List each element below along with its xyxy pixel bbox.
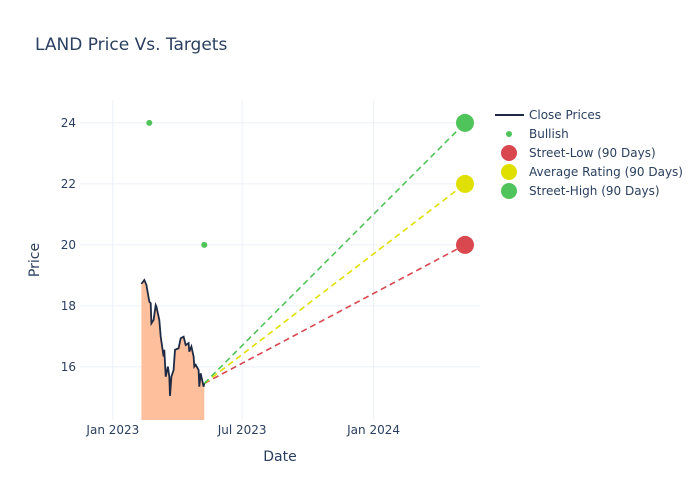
y-tick-label: 18 — [61, 299, 76, 313]
target-marker — [456, 174, 474, 193]
close-price-area — [141, 280, 205, 420]
target-dashed-line — [203, 122, 466, 384]
legend-marker-symbol — [501, 164, 517, 180]
y-tick-label: 16 — [61, 360, 76, 374]
legend-item-label: Bullish — [529, 127, 569, 141]
legend-item-label: Street-High (90 Days) — [529, 184, 660, 198]
target-dashed-line — [203, 244, 466, 385]
chart-title: LAND Price Vs. Targets — [35, 35, 227, 55]
y-axis-label: Price — [27, 243, 43, 277]
legend-marker-symbol — [506, 131, 512, 137]
x-axis-label: Date — [263, 449, 296, 465]
x-tick-label: Jul 2023 — [217, 423, 267, 437]
legend-marker-symbol — [501, 145, 517, 161]
y-tick-label: 22 — [61, 177, 76, 191]
y-tick-label: 24 — [61, 116, 76, 130]
legend-marker-symbol — [501, 183, 517, 199]
bullish-point — [146, 119, 153, 126]
legend-item-label: Close Prices — [529, 108, 601, 122]
y-tick-label: 20 — [61, 238, 76, 252]
bullish-point — [201, 241, 208, 248]
target-dashed-line — [203, 183, 466, 385]
x-tick-label: Jan 2023 — [85, 423, 139, 437]
x-tick-label: Jan 2024 — [346, 423, 400, 437]
target-marker — [456, 113, 474, 132]
target-marker — [456, 235, 474, 254]
legend-item-label: Street-Low (90 Days) — [529, 146, 656, 160]
close-price-line — [140, 278, 206, 396]
legend-item-label: Average Rating (90 Days) — [529, 165, 683, 179]
